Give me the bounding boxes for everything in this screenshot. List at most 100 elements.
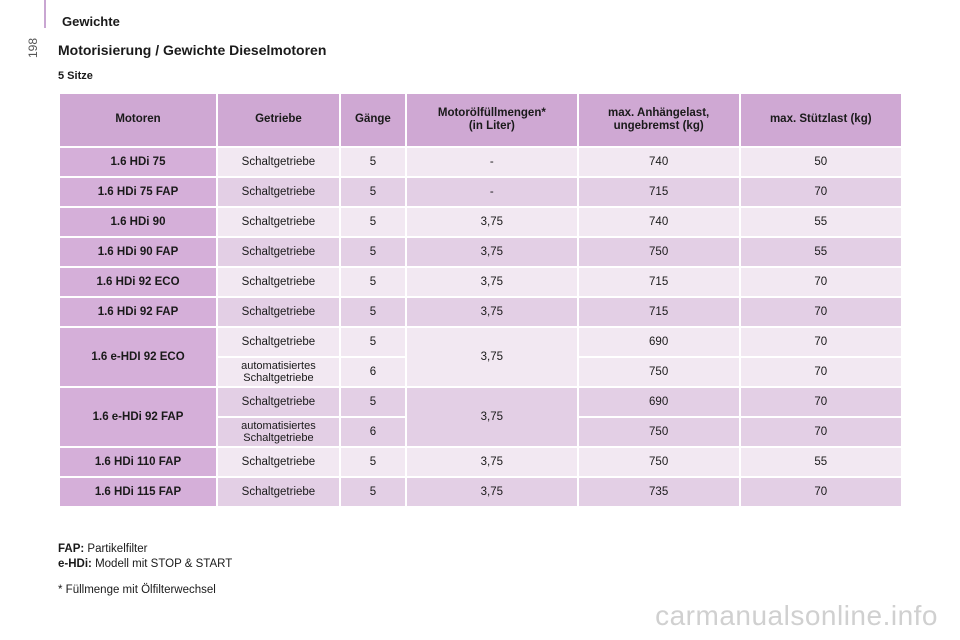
footnote-fap: FAP: Partikelfilter bbox=[58, 542, 232, 557]
cell-stuetzlast: 70 bbox=[740, 388, 901, 416]
cell-getriebe: Schaltgetriebe bbox=[218, 388, 339, 416]
cell-stuetzlast: 70 bbox=[740, 358, 901, 386]
cell-gaenge: 6 bbox=[340, 358, 405, 386]
footnotes: FAP: Partikelfilter e-HDi: Modell mit ST… bbox=[58, 542, 232, 572]
table-row: 1.6 HDi 115 FAP Schaltgetriebe 5 3,75 73… bbox=[60, 478, 901, 506]
cell-anhaengelast: 690 bbox=[578, 328, 739, 356]
cell-anhaengelast: 740 bbox=[578, 208, 739, 236]
cell-gaenge: 5 bbox=[340, 208, 405, 236]
cell-oel: 3,75 bbox=[406, 208, 577, 236]
cell-gaenge: 5 bbox=[340, 268, 405, 296]
cell-anhaengelast: 740 bbox=[578, 148, 739, 176]
cell-getriebe: Schaltgetriebe bbox=[218, 148, 339, 176]
cell-stuetzlast: 70 bbox=[740, 268, 901, 296]
cell-anhaengelast: 715 bbox=[578, 268, 739, 296]
cell-gaenge: 5 bbox=[340, 328, 405, 356]
page-title: Motorisierung / Gewichte Dieselmotoren bbox=[58, 42, 327, 58]
cell-oel: 3,75 bbox=[406, 328, 577, 386]
cell-stuetzlast: 70 bbox=[740, 178, 901, 206]
cell-anhaengelast: 715 bbox=[578, 178, 739, 206]
footnote-fap-label: FAP: bbox=[58, 543, 85, 555]
table-row: 1.6 HDi 90 FAP Schaltgetriebe 5 3,75 750… bbox=[60, 238, 901, 266]
watermark: carmanualsonline.info bbox=[655, 600, 938, 631]
cell-getriebe: Schaltgetriebe bbox=[218, 328, 339, 356]
cell-anhaengelast: 690 bbox=[578, 388, 739, 416]
cell-getriebe: automatisiertes Schaltgetriebe bbox=[218, 418, 339, 446]
table-row: 1.6 e-HDI 92 ECO Schaltgetriebe 5 3,75 6… bbox=[60, 328, 901, 386]
page-subtitle: 5 Sitze bbox=[58, 70, 93, 82]
cell-gaenge: 6 bbox=[340, 418, 405, 446]
cell-getriebe: Schaltgetriebe bbox=[218, 178, 339, 206]
cell-anhaengelast: 750 bbox=[578, 448, 739, 476]
cell-motor: 1.6 HDi 92 FAP bbox=[60, 298, 216, 326]
table-row: 1.6 HDi 75 Schaltgetriebe 5 - 740 50 bbox=[60, 148, 901, 176]
cell-motor: 1.6 HDi 115 FAP bbox=[60, 478, 216, 506]
cell-gaenge: 5 bbox=[340, 478, 405, 506]
cell-anhaengelast: 715 bbox=[578, 298, 739, 326]
cell-gaenge: 5 bbox=[340, 298, 405, 326]
table-row: automatisiertes Schaltgetriebe 6 750 70 bbox=[60, 358, 901, 386]
cell-stuetzlast: 55 bbox=[740, 238, 901, 266]
section-label: Gewichte bbox=[62, 14, 120, 29]
cell-stuetzlast: 70 bbox=[740, 328, 901, 356]
cell-getriebe: Schaltgetriebe bbox=[218, 208, 339, 236]
table-row: 1.6 HDi 92 ECO Schaltgetriebe 5 3,75 715… bbox=[60, 268, 901, 296]
cell-getriebe: Schaltgetriebe bbox=[218, 268, 339, 296]
cell-motor: 1.6 e-HDI 92 ECO bbox=[60, 328, 216, 386]
header-getriebe: Getriebe bbox=[218, 94, 339, 146]
cell-oel: 3,75 bbox=[406, 448, 577, 476]
table-row: 1.6 e-HDi 92 FAP Schaltgetriebe 5 3,75 6… bbox=[60, 388, 901, 446]
cell-motor: 1.6 HDi 75 bbox=[60, 148, 216, 176]
cell-motor: 1.6 HDi 92 ECO bbox=[60, 268, 216, 296]
section-accent-bar bbox=[44, 0, 46, 28]
table-row: 1.6 HDi 110 FAP Schaltgetriebe 5 3,75 75… bbox=[60, 448, 901, 476]
header-motoren: Motoren bbox=[60, 94, 216, 146]
footnote-ehdi-text: Modell mit STOP & START bbox=[91, 558, 233, 570]
cell-gaenge: 5 bbox=[340, 388, 405, 416]
cell-getriebe: automatisiertes Schaltgetriebe bbox=[218, 358, 339, 386]
cell-stuetzlast: 55 bbox=[740, 208, 901, 236]
header-stuetzlast: max. Stützlast (kg) bbox=[740, 94, 901, 146]
header-gaenge: Gänge bbox=[340, 94, 405, 146]
cell-stuetzlast: 70 bbox=[740, 298, 901, 326]
cell-gaenge: 5 bbox=[340, 178, 405, 206]
cell-stuetzlast: 50 bbox=[740, 148, 901, 176]
cell-oel: - bbox=[406, 178, 577, 206]
cell-stuetzlast: 70 bbox=[740, 478, 901, 506]
cell-getriebe: Schaltgetriebe bbox=[218, 298, 339, 326]
cell-getriebe: Schaltgetriebe bbox=[218, 238, 339, 266]
cell-gaenge: 5 bbox=[340, 148, 405, 176]
cell-stuetzlast: 70 bbox=[740, 418, 901, 446]
table-row: 1.6 HDi 90 Schaltgetriebe 5 3,75 740 55 bbox=[60, 208, 901, 236]
cell-getriebe: Schaltgetriebe bbox=[218, 448, 339, 476]
cell-anhaengelast: 735 bbox=[578, 478, 739, 506]
cell-motor: 1.6 HDi 90 FAP bbox=[60, 238, 216, 266]
footnote-star: * Füllmenge mit Ölfilterwechsel bbox=[58, 584, 216, 596]
cell-oel: - bbox=[406, 148, 577, 176]
weights-table: Motoren Getriebe Gänge Motorölfüllmengen… bbox=[58, 92, 903, 508]
table-row: 1.6 HDi 92 FAP Schaltgetriebe 5 3,75 715… bbox=[60, 298, 901, 326]
cell-motor: 1.6 HDi 90 bbox=[60, 208, 216, 236]
cell-oel: 3,75 bbox=[406, 298, 577, 326]
cell-motor: 1.6 HDi 75 FAP bbox=[60, 178, 216, 206]
cell-anhaengelast: 750 bbox=[578, 238, 739, 266]
table-row: automatisiertes Schaltgetriebe 6 750 70 bbox=[60, 418, 901, 446]
cell-getriebe: Schaltgetriebe bbox=[218, 478, 339, 506]
table-header-row: Motoren Getriebe Gänge Motorölfüllmengen… bbox=[60, 94, 901, 146]
cell-oel: 3,75 bbox=[406, 268, 577, 296]
page-number: 198 bbox=[26, 37, 40, 58]
cell-oel: 3,75 bbox=[406, 388, 577, 446]
cell-motor: 1.6 HDi 110 FAP bbox=[60, 448, 216, 476]
cell-anhaengelast: 750 bbox=[578, 418, 739, 446]
cell-oel: 3,75 bbox=[406, 238, 577, 266]
footnote-ehdi: e-HDi: Modell mit STOP & START bbox=[58, 557, 232, 572]
table-row: 1.6 HDi 75 FAP Schaltgetriebe 5 - 715 70 bbox=[60, 178, 901, 206]
footnote-fap-text: Partikelfilter bbox=[84, 543, 148, 555]
cell-oel: 3,75 bbox=[406, 478, 577, 506]
cell-stuetzlast: 55 bbox=[740, 448, 901, 476]
header-oel: Motorölfüllmengen* (in Liter) bbox=[406, 94, 577, 146]
cell-anhaengelast: 750 bbox=[578, 358, 739, 386]
header-anhaengelast: max. Anhängelast, ungebremst (kg) bbox=[578, 94, 739, 146]
cell-gaenge: 5 bbox=[340, 238, 405, 266]
cell-gaenge: 5 bbox=[340, 448, 405, 476]
